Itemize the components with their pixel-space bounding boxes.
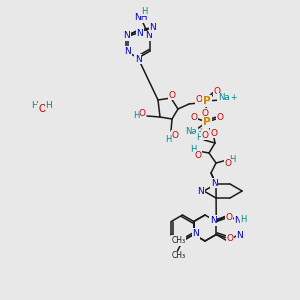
Text: P: P [203,96,211,106]
Text: N: N [197,187,204,196]
Text: H: H [241,215,247,224]
Text: O: O [172,130,178,140]
Text: N: N [210,216,217,225]
Text: N: N [211,178,218,188]
Text: O: O [139,110,145,118]
Text: O: O [214,86,220,95]
Text: N: N [234,216,241,225]
Text: O: O [194,151,202,160]
Text: N: N [145,32,152,40]
Text: N: N [236,231,243,240]
Text: CH₃: CH₃ [171,251,185,260]
Text: O: O [224,160,232,169]
Text: H: H [196,134,202,142]
Text: +: + [230,92,236,101]
Text: O: O [211,128,218,137]
Text: H: H [141,7,147,16]
Text: O: O [196,95,202,104]
Text: O: O [217,113,224,122]
Text: N: N [124,46,131,56]
Text: O: O [169,91,176,100]
Text: H: H [46,100,52,109]
Text: O: O [202,109,208,118]
Text: N: N [150,23,156,32]
Text: N: N [135,55,141,64]
Text: O: O [226,213,233,222]
Text: N: N [136,28,143,38]
Text: H: H [165,136,171,145]
Text: O: O [190,113,197,122]
Text: H: H [32,100,38,109]
Text: O: O [38,104,46,114]
Text: Na: Na [185,128,197,136]
Text: O: O [202,130,208,140]
Text: NH: NH [134,14,148,22]
Text: P: P [203,117,211,127]
Text: H: H [133,112,139,121]
Text: H: H [229,154,235,164]
Text: N: N [124,32,130,40]
Text: +: + [197,127,203,136]
Text: N: N [192,229,199,238]
Text: CH₃: CH₃ [172,236,186,245]
Text: H: H [190,145,196,154]
Text: Na: Na [218,94,230,103]
Text: O: O [227,234,234,243]
